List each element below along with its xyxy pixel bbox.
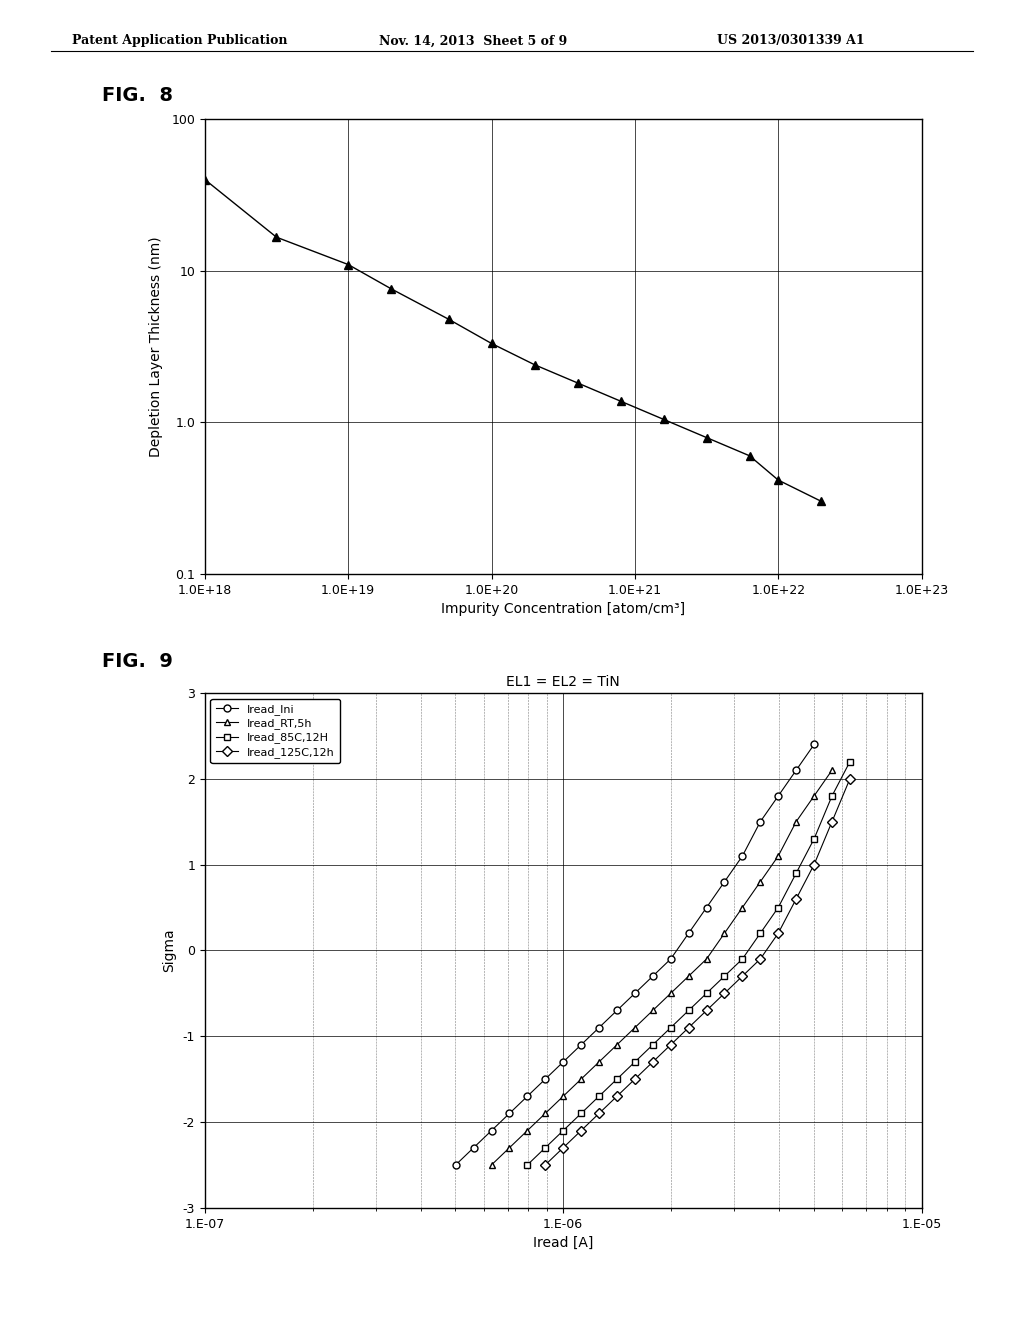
- Iread_125C,12h: [682, 1019, 694, 1035]
- Iread_RT,5h: [557, 1088, 569, 1104]
- Title: EL1 = EL2 = TiN: EL1 = EL2 = TiN: [506, 675, 621, 689]
- Iread_Ini: [574, 1038, 587, 1053]
- Iread_125C,12h: [719, 985, 731, 1001]
- Iread_RT,5h: [540, 1106, 552, 1122]
- Text: FIG.  9: FIG. 9: [102, 652, 173, 671]
- Iread_Ini: [719, 874, 731, 890]
- Iread_RT,5h: [647, 1003, 659, 1019]
- Iread_125C,12h: [808, 857, 820, 873]
- Iread_125C,12h: [647, 1053, 659, 1069]
- Iread_85C,12H: [610, 1072, 623, 1088]
- Iread_85C,12H: [791, 866, 803, 882]
- Iread_85C,12H: [557, 1122, 569, 1138]
- Iread_RT,5h: [808, 788, 820, 804]
- Iread_Ini: [521, 1088, 534, 1104]
- Iread_125C,12h: [665, 1038, 677, 1053]
- Iread_85C,12H: [540, 1139, 552, 1156]
- Line: Iread_85C,12H: Iread_85C,12H: [524, 758, 853, 1168]
- Iread_Ini: [808, 737, 820, 752]
- Iread_125C,12h: [754, 950, 766, 966]
- Iread_85C,12H: [772, 900, 784, 916]
- Iread_RT,5h: [700, 950, 713, 966]
- Iread_85C,12H: [754, 925, 766, 941]
- Iread_Ini: [610, 1003, 623, 1019]
- Iread_RT,5h: [791, 813, 803, 830]
- Iread_85C,12H: [574, 1106, 587, 1122]
- Iread_Ini: [754, 813, 766, 830]
- Iread_RT,5h: [736, 900, 749, 916]
- Iread_Ini: [700, 900, 713, 916]
- Text: Nov. 14, 2013  Sheet 5 of 9: Nov. 14, 2013 Sheet 5 of 9: [379, 34, 567, 48]
- Iread_Ini: [791, 763, 803, 779]
- Iread_RT,5h: [629, 1019, 641, 1035]
- Iread_85C,12H: [593, 1088, 605, 1104]
- Iread_RT,5h: [521, 1122, 534, 1138]
- Iread_RT,5h: [682, 969, 694, 985]
- Iread_85C,12H: [682, 1003, 694, 1019]
- Line: Iread_RT,5h: Iread_RT,5h: [488, 767, 836, 1168]
- Iread_125C,12h: [593, 1106, 605, 1122]
- Iread_RT,5h: [825, 763, 838, 779]
- Iread_Ini: [485, 1122, 498, 1138]
- Iread_RT,5h: [772, 849, 784, 865]
- Iread_125C,12h: [574, 1122, 587, 1138]
- Iread_RT,5h: [593, 1053, 605, 1069]
- Iread_125C,12h: [844, 771, 856, 787]
- X-axis label: Iread [A]: Iread [A]: [534, 1236, 593, 1250]
- Iread_85C,12H: [700, 985, 713, 1001]
- Iread_Ini: [665, 950, 677, 966]
- Iread_125C,12h: [557, 1139, 569, 1156]
- Iread_125C,12h: [825, 813, 838, 830]
- Iread_Ini: [772, 788, 784, 804]
- Text: Patent Application Publication: Patent Application Publication: [72, 34, 287, 48]
- Iread_RT,5h: [504, 1139, 516, 1156]
- Iread_RT,5h: [665, 985, 677, 1001]
- Iread_Ini: [540, 1072, 552, 1088]
- Iread_Ini: [647, 969, 659, 985]
- Iread_125C,12h: [540, 1156, 552, 1172]
- Text: FIG.  8: FIG. 8: [102, 86, 173, 104]
- Iread_125C,12h: [772, 925, 784, 941]
- Iread_125C,12h: [791, 891, 803, 907]
- Iread_Ini: [504, 1106, 516, 1122]
- Iread_125C,12h: [700, 1003, 713, 1019]
- Iread_RT,5h: [485, 1156, 498, 1172]
- Iread_125C,12h: [736, 969, 749, 985]
- Iread_125C,12h: [610, 1088, 623, 1104]
- Iread_85C,12H: [521, 1156, 534, 1172]
- Text: US 2013/0301339 A1: US 2013/0301339 A1: [717, 34, 864, 48]
- Iread_RT,5h: [610, 1038, 623, 1053]
- Iread_85C,12H: [647, 1038, 659, 1053]
- Iread_RT,5h: [719, 925, 731, 941]
- Legend: Iread_Ini, Iread_RT,5h, Iread_85C,12H, Iread_125C,12h: Iread_Ini, Iread_RT,5h, Iread_85C,12H, I…: [210, 698, 340, 763]
- Line: Iread_125C,12h: Iread_125C,12h: [542, 775, 853, 1168]
- Iread_Ini: [593, 1019, 605, 1035]
- Iread_85C,12H: [808, 832, 820, 847]
- Iread_85C,12H: [844, 754, 856, 770]
- Iread_Ini: [736, 849, 749, 865]
- Iread_85C,12H: [665, 1019, 677, 1035]
- Iread_Ini: [557, 1053, 569, 1069]
- Iread_125C,12h: [629, 1072, 641, 1088]
- Line: Iread_Ini: Iread_Ini: [453, 741, 817, 1168]
- Iread_RT,5h: [754, 874, 766, 890]
- X-axis label: Impurity Concentration [atom/cm³]: Impurity Concentration [atom/cm³]: [441, 602, 685, 616]
- Iread_Ini: [629, 985, 641, 1001]
- Y-axis label: Sigma: Sigma: [162, 928, 176, 973]
- Iread_Ini: [682, 925, 694, 941]
- Iread_RT,5h: [574, 1072, 587, 1088]
- Iread_85C,12H: [719, 969, 731, 985]
- Iread_Ini: [450, 1156, 462, 1172]
- Iread_85C,12H: [825, 788, 838, 804]
- Y-axis label: Depletion Layer Thickness (nm): Depletion Layer Thickness (nm): [148, 236, 163, 457]
- Iread_85C,12H: [629, 1053, 641, 1069]
- Iread_85C,12H: [736, 950, 749, 966]
- Iread_Ini: [467, 1139, 479, 1156]
